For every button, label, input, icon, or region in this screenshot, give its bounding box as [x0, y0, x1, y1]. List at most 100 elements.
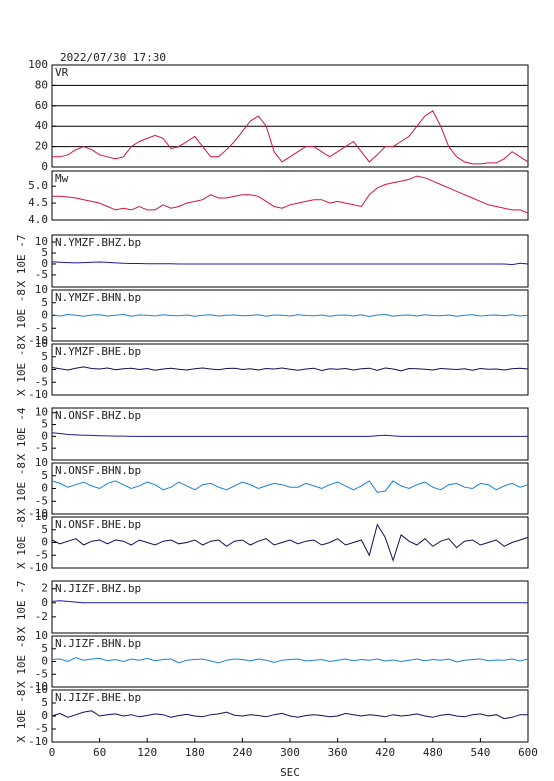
panel-label: N.YMZF.BHN.bp	[55, 291, 141, 304]
y-tick-label: 5	[41, 469, 48, 482]
y-tick-label: -10	[28, 507, 48, 520]
y-tick-label: -10	[28, 334, 48, 347]
x-tick-label: 600	[518, 746, 538, 759]
y-tick-label: 0	[41, 482, 48, 495]
y-tick-label: 0	[41, 363, 48, 376]
x-tick-label: 420	[375, 746, 395, 759]
y-tick-label: -5	[35, 268, 48, 281]
unit-label: X 10E -8	[15, 516, 28, 569]
y-tick-label: 0	[41, 655, 48, 668]
y-tick-label: -2	[35, 610, 48, 623]
x-axis-label: SEC	[280, 766, 300, 779]
y-tick-label: 5.0	[28, 179, 48, 192]
y-tick-label: 0	[41, 309, 48, 322]
data-line	[51, 261, 529, 266]
x-tick-label: 240	[232, 746, 252, 759]
panel-label: Mw	[55, 172, 69, 185]
panel-frame	[51, 580, 529, 634]
y-tick-label: 0	[41, 596, 48, 609]
y-tick-label: 4.5	[28, 196, 48, 209]
unit-label: X 10E -7	[15, 581, 28, 634]
y-tick-label: -5	[35, 375, 48, 388]
panel-label: N.ONSF.BHE.bp	[55, 518, 141, 531]
panel-label: N.JIZF.BHN.bp	[55, 637, 141, 650]
y-tick-label: 60	[35, 99, 48, 112]
y-tick-label: 10	[35, 683, 48, 696]
data-line	[51, 366, 529, 372]
panel-frame	[51, 234, 529, 288]
y-tick-label: 5	[41, 296, 48, 309]
panel-label: N.JIZF.BHE.bp	[55, 691, 141, 704]
y-tick-label: 5	[41, 642, 48, 655]
y-tick-label: 0	[41, 536, 48, 549]
y-tick-label: 5	[41, 523, 48, 536]
unit-label: X 10E -8	[15, 289, 28, 342]
panel-frame	[51, 462, 529, 515]
panel-frame	[51, 407, 529, 461]
unit-label: X 10E -8	[15, 690, 28, 743]
unit-label: X 10E -8	[15, 635, 28, 688]
y-tick-label: -5	[35, 667, 48, 680]
x-tick-label: 0	[49, 746, 56, 759]
data-line	[51, 432, 528, 437]
y-tick-label: 10	[35, 510, 48, 523]
chart-title: 2022/07/30 17:30	[60, 51, 166, 64]
y-tick-label: -10	[28, 388, 48, 401]
y-tick-label: 80	[35, 78, 48, 91]
x-tick-label: 480	[423, 746, 443, 759]
y-tick-label: -10	[28, 680, 48, 693]
y-tick-label: 10	[35, 406, 48, 419]
data-line	[51, 480, 529, 493]
y-tick-label: 100	[28, 58, 48, 71]
panel-label: N.ONSF.BHZ.bp	[55, 409, 141, 422]
y-tick-label: -10	[28, 735, 48, 748]
x-tick-label: 360	[328, 746, 348, 759]
y-tick-label: 10	[35, 629, 48, 642]
y-tick-label: -5	[35, 548, 48, 561]
unit-label: X 10E -7	[15, 235, 28, 288]
x-tick-label: 300	[280, 746, 300, 759]
data-line	[51, 710, 528, 720]
panel-label: N.YMZF.BHZ.bp	[55, 236, 141, 249]
data-line	[51, 600, 528, 604]
panel-label: N.YMZF.BHE.bp	[55, 345, 141, 358]
panel-label: N.ONSF.BHN.bp	[55, 464, 141, 477]
panel-frame	[51, 635, 529, 688]
y-tick-label: 10	[35, 456, 48, 469]
y-tick-label: 5	[41, 418, 48, 431]
y-tick-label: 0	[41, 160, 48, 173]
y-tick-label: 2	[41, 582, 48, 595]
y-tick-label: -5	[35, 722, 48, 735]
y-tick-label: 10	[35, 235, 48, 248]
unit-label: X 10E -4	[15, 407, 28, 460]
x-tick-label: 540	[470, 746, 490, 759]
y-tick-label: -5	[35, 321, 48, 334]
y-tick-label: 0	[41, 257, 48, 270]
panel-frame	[51, 64, 529, 168]
data-line	[51, 313, 529, 318]
panel-label: N.JIZF.BHZ.bp	[55, 582, 141, 595]
y-tick-label: 40	[35, 119, 48, 132]
y-tick-label: -5	[35, 494, 48, 507]
data-line	[51, 657, 529, 664]
panel-frame	[51, 343, 529, 396]
x-tick-label: 60	[93, 746, 106, 759]
x-tick-label: 120	[137, 746, 157, 759]
data-line	[52, 175, 529, 214]
panel-frame	[51, 516, 529, 569]
y-tick-label: 5	[41, 246, 48, 259]
y-tick-label: 4.0	[28, 213, 48, 226]
unit-label: X 10E -8	[15, 462, 28, 515]
y-tick-label: 10	[35, 283, 48, 296]
y-tick-label: 10	[35, 337, 48, 350]
data-line	[51, 523, 529, 563]
y-tick-label: 5	[41, 696, 48, 709]
panel-frame	[51, 170, 529, 221]
y-tick-label: -10	[28, 561, 48, 574]
y-tick-label: 20	[35, 140, 48, 153]
y-tick-label: 0	[41, 429, 48, 442]
y-tick-label: -5	[35, 441, 48, 454]
unit-label: X 10E -8	[15, 343, 28, 396]
y-tick-label: 5	[41, 350, 48, 363]
